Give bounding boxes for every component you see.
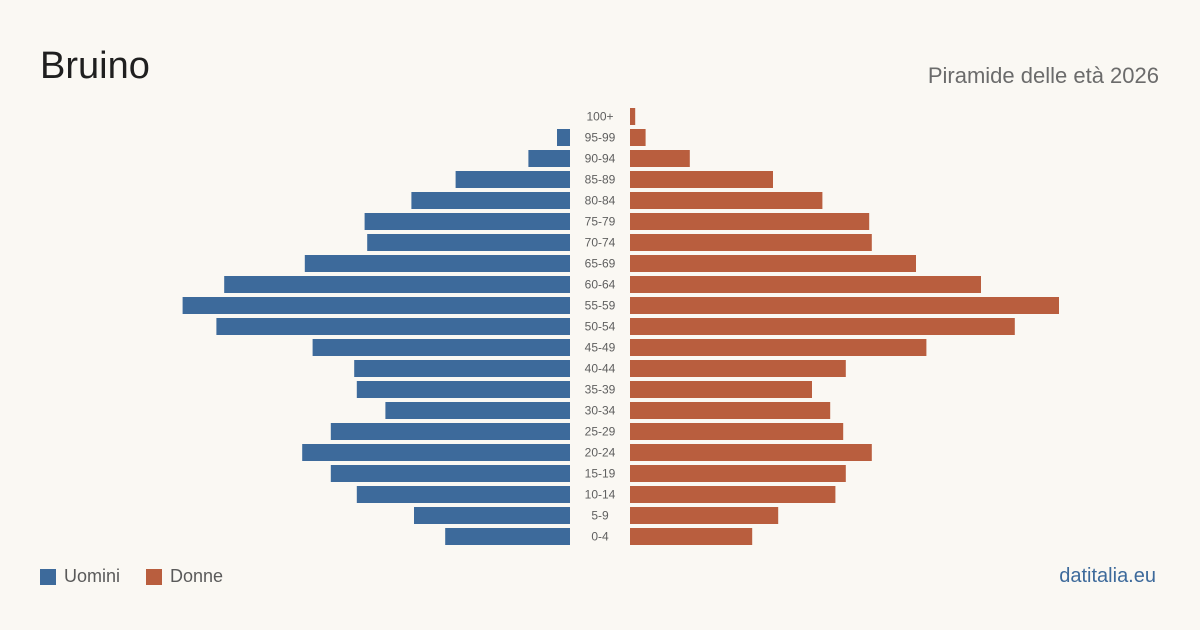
bar-men-30-34 (385, 402, 570, 419)
age-label-0-4: 0-4 (591, 530, 609, 544)
bar-men-55-59 (182, 297, 570, 314)
bar-men-65-69 (304, 255, 570, 272)
bar-women-60-64 (630, 276, 981, 293)
bar-women-15-19 (630, 465, 846, 482)
age-label-30-34: 30-34 (585, 404, 616, 418)
bar-men-35-39 (356, 381, 570, 398)
bar-women-10-14 (630, 486, 836, 503)
bar-women-5-9 (630, 507, 779, 524)
age-label-5-9: 5-9 (591, 509, 609, 523)
bar-women-80-84 (630, 192, 823, 209)
bar-women-55-59 (630, 297, 1059, 314)
age-label-25-29: 25-29 (585, 425, 616, 439)
bar-women-35-39 (630, 381, 812, 398)
bar-women-0-4 (630, 528, 753, 545)
age-label-65-69: 65-69 (585, 257, 616, 271)
age-label-55-59: 55-59 (585, 299, 616, 313)
legend-label-men: Uomini (64, 566, 121, 586)
bar-men-10-14 (356, 486, 570, 503)
bar-men-90-94 (528, 150, 570, 167)
bar-men-70-74 (367, 234, 570, 251)
bar-men-50-54 (216, 318, 570, 335)
chart-title: Bruino (40, 45, 150, 87)
age-label-75-79: 75-79 (585, 215, 616, 229)
age-label-15-19: 15-19 (585, 467, 616, 481)
age-label-100+: 100+ (586, 110, 613, 124)
legend-item-men: Uomini (40, 566, 120, 587)
source-link[interactable]: datitalia.eu (1059, 565, 1156, 587)
bar-men-75-79 (364, 213, 570, 230)
age-label-90-94: 90-94 (585, 152, 616, 166)
legend-label-women: Donne (170, 566, 224, 586)
legend-swatch-men (40, 568, 56, 585)
bar-men-95-99 (557, 129, 570, 146)
bar-women-50-54 (630, 318, 1015, 335)
bar-women-90-94 (630, 150, 690, 167)
bar-women-95-99 (630, 129, 646, 146)
bar-men-60-64 (224, 276, 570, 293)
legend-item-women: Donne (146, 566, 223, 587)
bar-women-85-89 (630, 171, 773, 188)
bar-women-65-69 (630, 255, 916, 272)
bar-women-30-34 (630, 402, 831, 419)
bar-women-75-79 (630, 213, 870, 230)
age-label-20-24: 20-24 (585, 446, 616, 460)
bar-men-0-4 (445, 528, 570, 545)
age-label-60-64: 60-64 (585, 278, 616, 292)
legend-swatch-women (146, 568, 163, 585)
age-label-70-74: 70-74 (585, 236, 616, 250)
chart-subtitle: Piramide delle età 2026 (927, 63, 1159, 88)
age-label-40-44: 40-44 (585, 362, 616, 376)
age-label-35-39: 35-39 (585, 383, 616, 397)
bar-men-80-84 (411, 192, 570, 209)
bar-men-20-24 (302, 444, 570, 461)
age-label-80-84: 80-84 (585, 194, 616, 208)
bar-men-40-44 (354, 360, 570, 377)
bar-men-5-9 (414, 507, 570, 524)
bar-women-20-24 (630, 444, 872, 461)
bar-women-25-29 (630, 423, 844, 440)
bar-women-100+ (630, 108, 636, 125)
bar-men-85-89 (455, 171, 570, 188)
age-label-95-99: 95-99 (585, 131, 616, 145)
age-label-10-14: 10-14 (585, 488, 616, 502)
bar-women-40-44 (630, 360, 846, 377)
chart-legend: Uomini Donne (40, 566, 249, 587)
bar-women-45-49 (630, 339, 927, 356)
bar-women-70-74 (630, 234, 872, 251)
age-label-85-89: 85-89 (585, 173, 616, 187)
age-label-45-49: 45-49 (585, 341, 616, 355)
bar-men-25-29 (330, 423, 570, 440)
bar-men-15-19 (330, 465, 570, 482)
age-label-50-54: 50-54 (585, 320, 616, 334)
bar-men-45-49 (312, 339, 570, 356)
